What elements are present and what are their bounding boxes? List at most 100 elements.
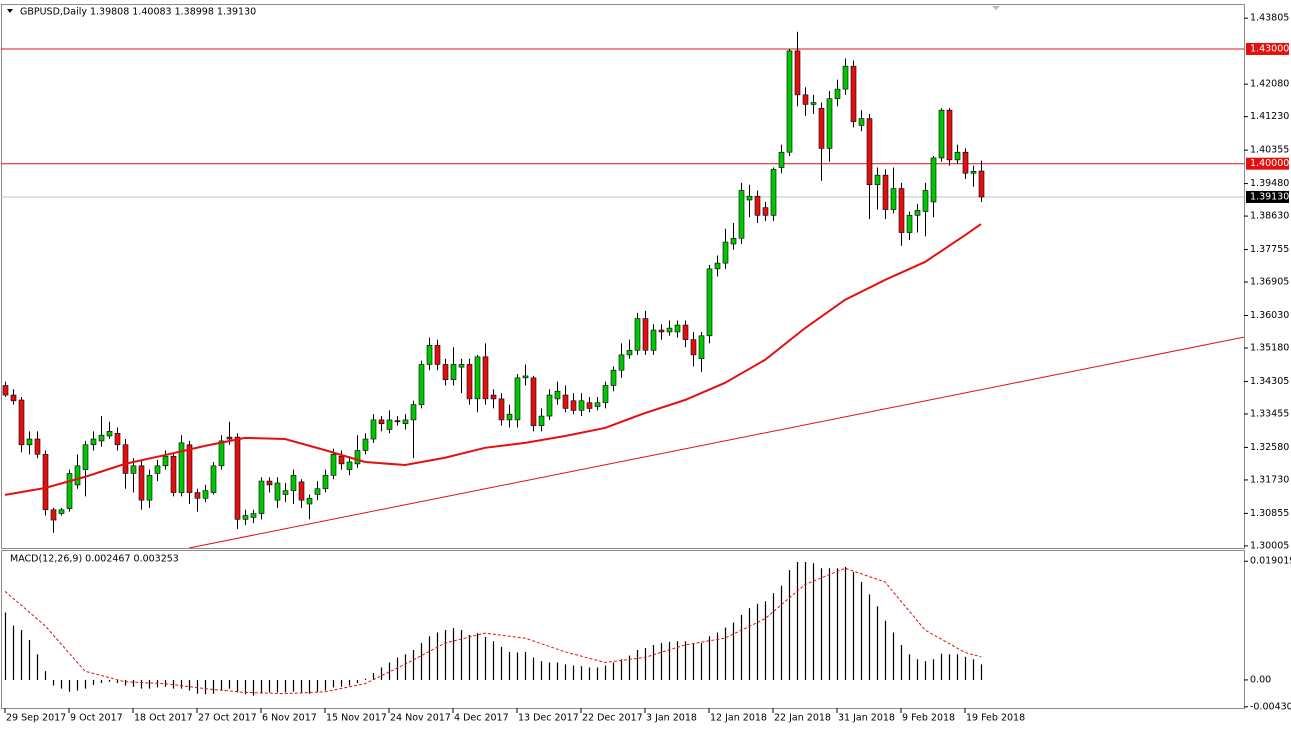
candle-body: [834, 88, 841, 99]
x-tick-label: 9 Oct 2017: [70, 713, 123, 724]
y-tick-label: 1.42080: [1250, 79, 1289, 90]
candle-body: [850, 65, 857, 122]
candle-body: [290, 475, 297, 491]
candle-body: [114, 432, 121, 446]
y-tick-label: 1.34305: [1250, 376, 1289, 387]
candle-body: [490, 394, 497, 400]
candle-body: [50, 509, 57, 521]
y-tick-label: 0.00: [1250, 674, 1271, 685]
candle-body: [210, 465, 217, 493]
candle-body: [34, 438, 41, 455]
y-tick-label: 1.32580: [1250, 442, 1289, 453]
candle-body: [970, 171, 977, 174]
price-label: 1.40000: [1250, 158, 1289, 169]
candle-body: [618, 354, 625, 371]
y-tick-label: 1.30855: [1250, 508, 1289, 519]
candle-body: [298, 481, 305, 501]
candle-body: [90, 438, 97, 446]
candle-body: [842, 65, 849, 90]
candle-body: [962, 151, 969, 174]
x-tick-label: 19 Feb 2018: [966, 713, 1025, 724]
candle-body: [346, 461, 353, 470]
price-label-box: [1246, 42, 1289, 55]
candle-body: [570, 400, 577, 411]
candle-body: [698, 335, 705, 360]
candle-body: [138, 465, 145, 501]
candle-body: [538, 415, 545, 426]
x-tick-label: 22 Jan 2018: [774, 713, 831, 724]
y-tick-label: 1.39480: [1250, 178, 1289, 189]
y-tick-label: 1.38630: [1250, 211, 1289, 222]
candle-body: [74, 465, 81, 486]
candle-body: [442, 364, 449, 381]
candle-body: [802, 94, 809, 105]
axes: 1.43805 1.42080 1.41230 1.40355 1.39480 1.386…: [4, 13, 1291, 724]
x-tick-label: 12 Jan 2018: [710, 713, 767, 724]
x-tick-label: 22 Dec 2017: [582, 713, 643, 724]
x-tick-label: 9 Feb 2018: [902, 713, 955, 724]
candle-body: [954, 151, 961, 161]
main-plot: [1, 31, 1244, 548]
candle-body: [858, 118, 865, 126]
candle-body: [922, 190, 929, 212]
price-label: 1.43000: [1250, 43, 1289, 54]
candle-body: [666, 327, 673, 333]
candle-body: [506, 413, 513, 421]
candle-body: [706, 268, 713, 337]
candle-body: [890, 188, 897, 210]
x-tick-label: 29 Sep 2017: [6, 713, 66, 724]
candle-body: [522, 375, 529, 379]
candle-body: [98, 434, 105, 442]
candle-body: [154, 465, 161, 474]
menu-arrow[interactable]: [7, 9, 13, 13]
candle-body: [106, 431, 113, 437]
x-tick-label: 13 Dec 2017: [518, 713, 579, 724]
y-tick-label: -0.004307: [1250, 701, 1291, 712]
candle-body: [186, 444, 193, 493]
candle-body: [690, 339, 697, 356]
candle-body: [386, 419, 393, 430]
candle-body: [626, 350, 633, 356]
candle-body: [746, 195, 753, 201]
candle-body: [266, 480, 273, 486]
candle-body: [530, 377, 537, 426]
candle-body: [282, 490, 289, 495]
candle-body: [354, 450, 361, 465]
candle-body: [898, 188, 905, 233]
candle-body: [322, 475, 329, 490]
x-tick-label: 3 Jan 2018: [646, 713, 697, 724]
candle-body: [482, 356, 489, 400]
candle-body: [882, 174, 889, 210]
candle-body: [594, 402, 601, 407]
candle-body: [682, 324, 689, 340]
candle-body: [170, 455, 177, 493]
y-tick-label: 1.36905: [1250, 277, 1289, 288]
candle-body: [906, 215, 913, 233]
candle-body: [130, 465, 137, 474]
candle-body: [434, 345, 441, 365]
candle-body: [498, 398, 505, 421]
macd-title: MACD(12,26,9) 0.002467 0.003253: [10, 554, 179, 565]
candle-body: [762, 207, 769, 216]
candle-body: [418, 364, 425, 405]
candle-body: [66, 473, 73, 509]
candle-body: [634, 318, 641, 351]
candle-body: [730, 237, 737, 245]
last-price-label: 1.39130: [1250, 191, 1289, 202]
candle-body: [610, 369, 617, 386]
candle-body: [18, 399, 25, 446]
main-panel-frame: [1, 4, 1245, 549]
y-tick-label: 1.40355: [1250, 145, 1289, 156]
candle-body: [410, 404, 417, 421]
candle-body: [770, 169, 777, 216]
candle-body: [578, 400, 585, 411]
candle-body: [26, 438, 33, 446]
candle-body: [82, 444, 89, 470]
x-tick-label: 18 Oct 2017: [134, 713, 193, 724]
y-tick-label: 0.019019: [1250, 556, 1291, 567]
macd-signal: [4, 567, 982, 695]
macd-panel-frame: [1, 550, 1245, 709]
candle-body: [794, 50, 801, 96]
x-tick-label: 27 Oct 2017: [198, 713, 257, 724]
